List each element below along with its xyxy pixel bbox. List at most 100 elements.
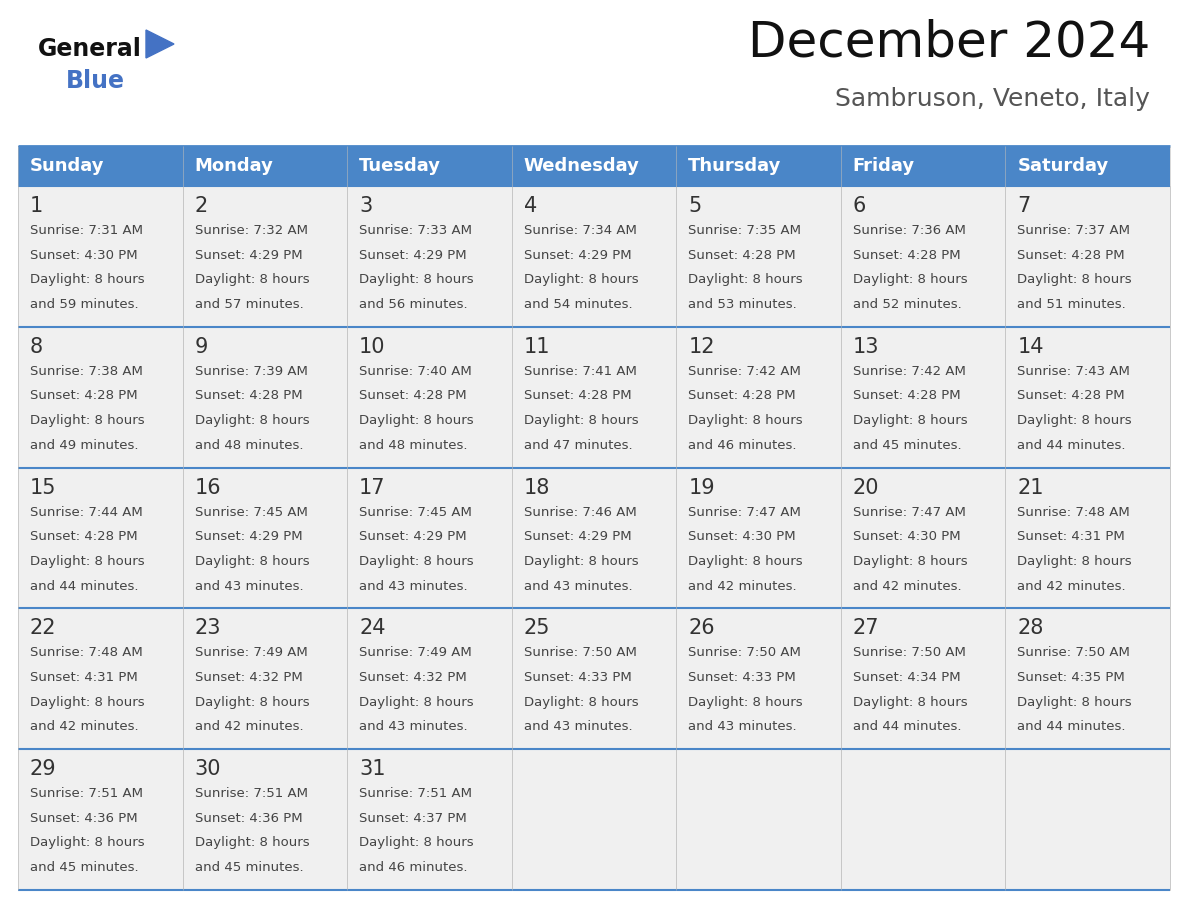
Text: Sunset: 4:30 PM: Sunset: 4:30 PM: [853, 531, 960, 543]
Text: Sunrise: 7:36 AM: Sunrise: 7:36 AM: [853, 224, 966, 237]
Bar: [512, 609, 676, 749]
Text: 28: 28: [1017, 619, 1044, 638]
Bar: [18, 146, 183, 186]
Text: Daylight: 8 hours: Daylight: 8 hours: [524, 274, 638, 286]
Bar: [841, 467, 1005, 609]
Text: Friday: Friday: [853, 157, 915, 175]
Text: 18: 18: [524, 477, 550, 498]
Text: Daylight: 8 hours: Daylight: 8 hours: [30, 554, 145, 568]
Text: and 45 minutes.: and 45 minutes.: [853, 439, 961, 452]
Text: Daylight: 8 hours: Daylight: 8 hours: [853, 414, 967, 427]
Text: and 57 minutes.: and 57 minutes.: [195, 298, 303, 311]
Text: Daylight: 8 hours: Daylight: 8 hours: [30, 836, 145, 849]
Text: Sunrise: 7:35 AM: Sunrise: 7:35 AM: [688, 224, 801, 237]
Bar: [512, 327, 676, 467]
Text: 19: 19: [688, 477, 715, 498]
Text: and 46 minutes.: and 46 minutes.: [359, 861, 468, 874]
Text: Daylight: 8 hours: Daylight: 8 hours: [688, 554, 803, 568]
Text: 26: 26: [688, 619, 715, 638]
Text: 2: 2: [195, 196, 208, 216]
Text: 22: 22: [30, 619, 57, 638]
Bar: [1005, 749, 1170, 890]
Text: Daylight: 8 hours: Daylight: 8 hours: [195, 836, 309, 849]
Text: Sunrise: 7:47 AM: Sunrise: 7:47 AM: [853, 506, 966, 519]
Text: Sunset: 4:29 PM: Sunset: 4:29 PM: [195, 531, 302, 543]
Bar: [18, 186, 183, 327]
Text: Daylight: 8 hours: Daylight: 8 hours: [30, 414, 145, 427]
Bar: [676, 609, 841, 749]
Text: Tuesday: Tuesday: [359, 157, 441, 175]
Text: Sunrise: 7:34 AM: Sunrise: 7:34 AM: [524, 224, 637, 237]
Text: Daylight: 8 hours: Daylight: 8 hours: [853, 274, 967, 286]
Bar: [347, 186, 512, 327]
Text: Sunrise: 7:41 AM: Sunrise: 7:41 AM: [524, 364, 637, 378]
Bar: [1005, 467, 1170, 609]
Text: and 48 minutes.: and 48 minutes.: [359, 439, 468, 452]
Text: Sunset: 4:28 PM: Sunset: 4:28 PM: [1017, 249, 1125, 262]
Bar: [347, 609, 512, 749]
Text: and 44 minutes.: and 44 minutes.: [30, 579, 139, 592]
Text: and 59 minutes.: and 59 minutes.: [30, 298, 139, 311]
Text: Sunset: 4:28 PM: Sunset: 4:28 PM: [30, 531, 138, 543]
Text: Sunrise: 7:33 AM: Sunrise: 7:33 AM: [359, 224, 472, 237]
Text: Sunrise: 7:50 AM: Sunrise: 7:50 AM: [688, 646, 801, 659]
Polygon shape: [146, 30, 173, 58]
Text: Daylight: 8 hours: Daylight: 8 hours: [1017, 414, 1132, 427]
Bar: [841, 749, 1005, 890]
Text: Daylight: 8 hours: Daylight: 8 hours: [359, 696, 474, 709]
Text: Daylight: 8 hours: Daylight: 8 hours: [195, 274, 309, 286]
Text: Sunset: 4:29 PM: Sunset: 4:29 PM: [359, 531, 467, 543]
Text: Sunset: 4:28 PM: Sunset: 4:28 PM: [853, 249, 960, 262]
Text: Blue: Blue: [67, 69, 125, 93]
Text: and 56 minutes.: and 56 minutes.: [359, 298, 468, 311]
Text: and 44 minutes.: and 44 minutes.: [1017, 439, 1126, 452]
Text: Sunset: 4:29 PM: Sunset: 4:29 PM: [359, 249, 467, 262]
Text: 29: 29: [30, 759, 57, 779]
Text: and 49 minutes.: and 49 minutes.: [30, 439, 139, 452]
Text: Sunrise: 7:31 AM: Sunrise: 7:31 AM: [30, 224, 143, 237]
Text: Daylight: 8 hours: Daylight: 8 hours: [524, 696, 638, 709]
Bar: [183, 467, 347, 609]
Text: Sunset: 4:28 PM: Sunset: 4:28 PM: [30, 389, 138, 402]
Text: and 42 minutes.: and 42 minutes.: [853, 579, 961, 592]
Text: and 45 minutes.: and 45 minutes.: [195, 861, 303, 874]
Text: Sunset: 4:28 PM: Sunset: 4:28 PM: [1017, 389, 1125, 402]
Text: Sunset: 4:30 PM: Sunset: 4:30 PM: [688, 531, 796, 543]
Text: and 53 minutes.: and 53 minutes.: [688, 298, 797, 311]
Text: Thursday: Thursday: [688, 157, 782, 175]
Text: Sunset: 4:28 PM: Sunset: 4:28 PM: [688, 249, 796, 262]
Text: Daylight: 8 hours: Daylight: 8 hours: [359, 414, 474, 427]
Text: and 51 minutes.: and 51 minutes.: [1017, 298, 1126, 311]
Bar: [676, 186, 841, 327]
Bar: [512, 146, 676, 186]
Text: and 43 minutes.: and 43 minutes.: [359, 721, 468, 733]
Text: 16: 16: [195, 477, 221, 498]
Text: Sunrise: 7:51 AM: Sunrise: 7:51 AM: [30, 788, 143, 800]
Text: 5: 5: [688, 196, 702, 216]
Text: Sunset: 4:35 PM: Sunset: 4:35 PM: [1017, 671, 1125, 684]
Bar: [676, 749, 841, 890]
Text: and 44 minutes.: and 44 minutes.: [853, 721, 961, 733]
Text: Sunrise: 7:39 AM: Sunrise: 7:39 AM: [195, 364, 308, 378]
Bar: [841, 186, 1005, 327]
Text: Sunrise: 7:43 AM: Sunrise: 7:43 AM: [1017, 364, 1130, 378]
Text: Daylight: 8 hours: Daylight: 8 hours: [359, 274, 474, 286]
Text: Sunrise: 7:45 AM: Sunrise: 7:45 AM: [359, 506, 472, 519]
Text: Sunrise: 7:46 AM: Sunrise: 7:46 AM: [524, 506, 637, 519]
Text: 21: 21: [1017, 477, 1044, 498]
Bar: [841, 327, 1005, 467]
Text: Sunrise: 7:37 AM: Sunrise: 7:37 AM: [1017, 224, 1131, 237]
Bar: [183, 186, 347, 327]
Text: 9: 9: [195, 337, 208, 357]
Text: 4: 4: [524, 196, 537, 216]
Text: Sunset: 4:28 PM: Sunset: 4:28 PM: [853, 389, 960, 402]
Text: 11: 11: [524, 337, 550, 357]
Text: Sunset: 4:29 PM: Sunset: 4:29 PM: [195, 249, 302, 262]
Text: and 42 minutes.: and 42 minutes.: [30, 721, 139, 733]
Bar: [676, 467, 841, 609]
Text: 14: 14: [1017, 337, 1044, 357]
Text: Wednesday: Wednesday: [524, 157, 639, 175]
Text: Sunset: 4:28 PM: Sunset: 4:28 PM: [688, 389, 796, 402]
Text: Sunrise: 7:45 AM: Sunrise: 7:45 AM: [195, 506, 308, 519]
Bar: [676, 327, 841, 467]
